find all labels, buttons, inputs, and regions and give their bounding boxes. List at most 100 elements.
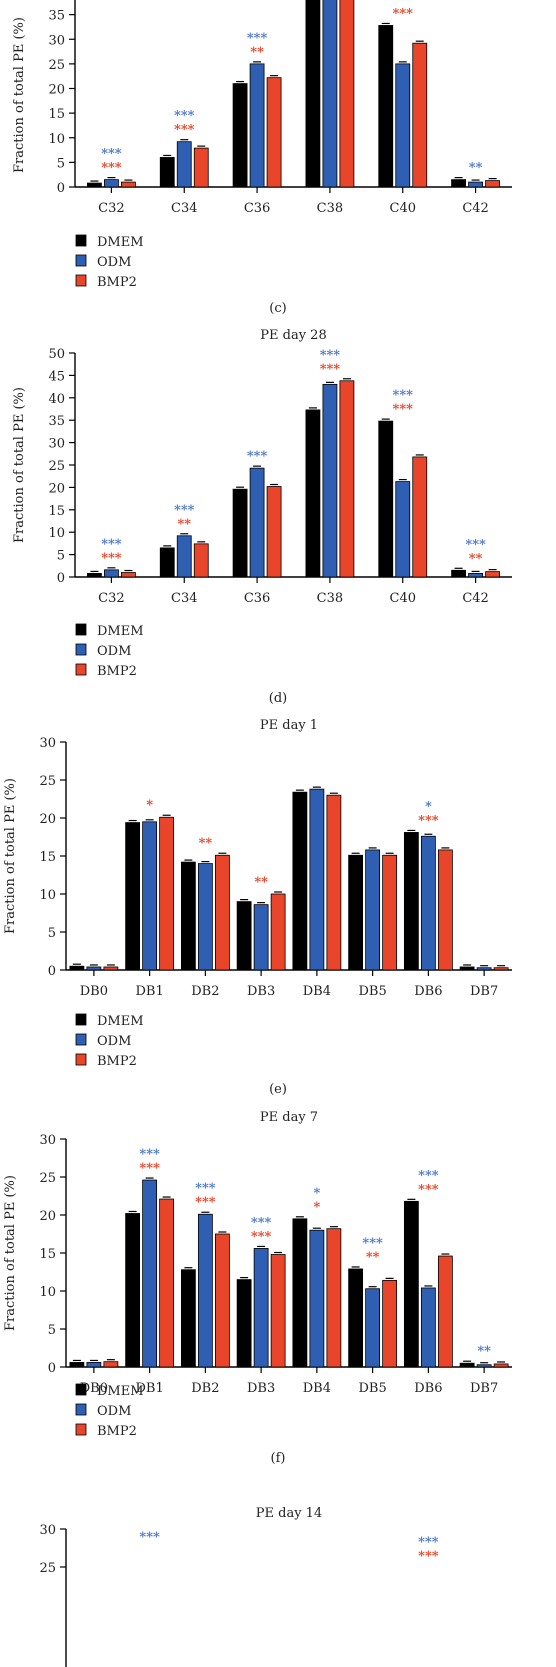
bar-dmem-c38 [305, 409, 321, 578]
legend-swatch-dmem [75, 234, 87, 247]
legend-swatch-bmp2 [75, 663, 87, 676]
y-tick-label: 0 [57, 181, 65, 196]
bar-bmp2-db7 [493, 967, 509, 971]
bar-dmem-db5 [348, 854, 364, 971]
bar-odm-db7 [476, 967, 492, 971]
y-tick-label: 10 [48, 132, 65, 147]
legend-swatch-odm [75, 643, 87, 656]
bar-odm-db1 [142, 1179, 158, 1368]
bar-dmem-db3 [236, 901, 252, 971]
legend-label-odm: ODM [97, 644, 131, 659]
legend-label-dmem: DMEM [97, 1384, 144, 1399]
bar-dmem-db6 [403, 832, 419, 971]
legend-label-odm: ODM [97, 1404, 131, 1419]
bar-bmp2-c32 [121, 181, 136, 188]
significance-bmp2: * [313, 1200, 320, 1215]
bar-dmem-c40 [378, 25, 394, 188]
bar-dmem-db6 [403, 1200, 419, 1368]
y-tick-label: 20 [48, 481, 65, 496]
x-tick-label: DB3 [247, 1381, 275, 1396]
bar-odm-c42 [468, 573, 483, 578]
x-tick-label: C34 [171, 591, 198, 606]
bar-odm-db0 [86, 1362, 102, 1368]
y-tick-label: 0 [48, 1361, 56, 1376]
bar-odm-db2 [197, 863, 213, 971]
y-tick-label: 25 [48, 58, 65, 73]
y-tick-label: 20 [39, 812, 56, 827]
bar-bmp2-db2 [214, 1233, 230, 1368]
legend-label-odm: ODM [97, 1034, 131, 1049]
y-axis-label: Fraction of total PE (%) [3, 778, 18, 934]
y-tick-label: 30 [39, 736, 56, 751]
y-tick-label: 25 [39, 1561, 56, 1576]
bar-odm-db4 [309, 788, 325, 971]
significance-bmp2: * [146, 798, 153, 813]
bar-bmp2-c34 [193, 543, 209, 578]
bar-dmem-db0 [69, 1362, 85, 1368]
significance-bmp2: *** [101, 161, 122, 176]
significance-odm: * [425, 799, 432, 814]
legend-swatch-odm [75, 254, 87, 267]
significance-odm: *** [418, 1535, 439, 1550]
bar-dmem-c42 [451, 569, 466, 578]
x-tick-label: DB5 [359, 984, 387, 999]
significance-bmp2: ** [469, 551, 483, 566]
significance-odm: *** [101, 537, 122, 552]
significance-bmp2: *** [418, 813, 439, 828]
x-tick-label: DB4 [303, 984, 331, 999]
bar-bmp2-c40 [412, 42, 428, 188]
x-tick-label: C40 [390, 201, 417, 216]
significance-odm: *** [251, 1215, 272, 1230]
x-tick-label: C32 [98, 201, 125, 216]
y-tick-label: 30 [48, 33, 65, 48]
x-tick-label: DB6 [414, 1381, 442, 1396]
bar-dmem-db1 [125, 1213, 141, 1368]
bar-bmp2-db3 [270, 1254, 286, 1368]
bar-dmem-c34 [159, 547, 175, 578]
significance-bmp2: *** [139, 1161, 160, 1176]
significance-bmp2: ** [254, 875, 268, 890]
bar-bmp2-c40 [412, 456, 428, 578]
y-tick-label: 40 [48, 392, 65, 407]
y-tick-label: 5 [48, 926, 56, 941]
x-tick-label: DB5 [359, 1381, 387, 1396]
bar-bmp2-c38 [339, 0, 355, 188]
legend-label-bmp2: BMP2 [97, 275, 137, 290]
bar-odm-c38 [322, 0, 338, 188]
bar-bmp2-db5 [382, 1279, 398, 1368]
x-tick-label: C34 [171, 201, 198, 216]
x-tick-label: DB2 [191, 1381, 219, 1396]
significance-odm: *** [393, 388, 414, 403]
significance-odm: *** [139, 1530, 160, 1545]
chart-title: PE day 28 [260, 328, 326, 343]
significance-odm: *** [362, 1236, 383, 1251]
bar-dmem-c36 [232, 488, 248, 578]
significance-odm: *** [174, 503, 195, 518]
legend-swatch-bmp2 [75, 1423, 87, 1436]
bar-dmem-db7 [459, 966, 475, 971]
bar-bmp2-db7 [493, 1363, 509, 1368]
y-tick-label: 35 [48, 9, 65, 24]
bar-odm-c40 [395, 481, 411, 578]
significance-odm: *** [247, 449, 268, 464]
significance-odm: *** [418, 1168, 439, 1183]
x-tick-label: C36 [244, 201, 271, 216]
significance-bmp2: *** [251, 1229, 272, 1244]
y-tick-label: 45 [48, 369, 65, 384]
y-tick-label: 15 [39, 850, 56, 865]
bar-dmem-c38 [305, 0, 321, 188]
y-tick-label: 5 [48, 1323, 56, 1338]
panel-label: (d) [269, 691, 287, 706]
bar-dmem-db5 [348, 1268, 364, 1368]
bar-odm-db1 [142, 821, 158, 971]
bar-odm-c40 [395, 63, 411, 188]
y-axis-label: Fraction of total PE (%) [12, 17, 27, 173]
significance-bmp2: ** [366, 1250, 380, 1265]
y-tick-label: 5 [57, 156, 65, 171]
chart-title: PE day 1 [260, 718, 318, 733]
x-tick-label: DB6 [414, 984, 442, 999]
bar-odm-db6 [420, 835, 436, 971]
bar-bmp2-db1 [159, 1198, 175, 1368]
legend-swatch-bmp2 [75, 274, 87, 287]
bar-bmp2-db6 [437, 1255, 453, 1368]
